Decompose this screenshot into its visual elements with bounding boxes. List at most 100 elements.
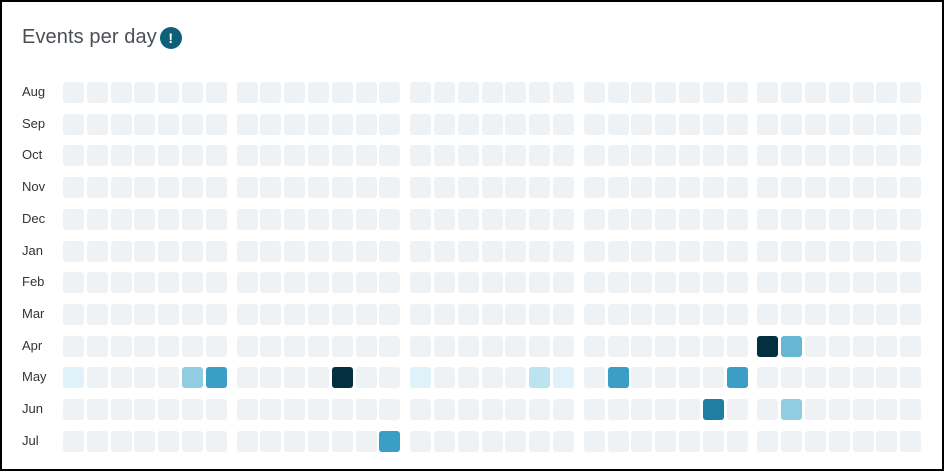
heatmap-cell-sep-3[interactable] (134, 114, 155, 135)
heatmap-cell-aug-23[interactable] (631, 82, 652, 103)
heatmap-cell-mar-1[interactable] (87, 304, 108, 325)
heatmap-cell-oct-17[interactable] (482, 145, 503, 166)
heatmap-cell-sep-19[interactable] (529, 114, 550, 135)
heatmap-cell-sep-34[interactable] (900, 114, 921, 135)
heatmap-cell-nov-27[interactable] (727, 177, 748, 198)
heatmap-cell-dec-25[interactable] (679, 209, 700, 230)
heatmap-cell-jul-16[interactable] (458, 431, 479, 452)
heatmap-cell-oct-12[interactable] (356, 145, 377, 166)
heatmap-cell-jun-0[interactable] (63, 399, 84, 420)
heatmap-cell-may-31[interactable] (829, 367, 850, 388)
heatmap-cell-dec-14[interactable] (410, 209, 431, 230)
heatmap-cell-oct-13[interactable] (379, 145, 400, 166)
heatmap-cell-may-20[interactable] (553, 367, 574, 388)
heatmap-cell-feb-12[interactable] (356, 272, 377, 293)
heatmap-cell-may-32[interactable] (853, 367, 874, 388)
heatmap-cell-oct-6[interactable] (206, 145, 227, 166)
heatmap-cell-nov-18[interactable] (505, 177, 526, 198)
heatmap-cell-jan-16[interactable] (458, 241, 479, 262)
heatmap-cell-may-3[interactable] (134, 367, 155, 388)
heatmap-cell-feb-5[interactable] (182, 272, 203, 293)
heatmap-cell-feb-14[interactable] (410, 272, 431, 293)
heatmap-cell-apr-10[interactable] (308, 336, 329, 357)
heatmap-cell-feb-17[interactable] (482, 272, 503, 293)
heatmap-cell-apr-29[interactable] (781, 336, 802, 357)
heatmap-cell-jul-2[interactable] (111, 431, 132, 452)
heatmap-cell-mar-24[interactable] (655, 304, 676, 325)
heatmap-cell-oct-4[interactable] (158, 145, 179, 166)
heatmap-cell-sep-1[interactable] (87, 114, 108, 135)
heatmap-cell-feb-8[interactable] (260, 272, 281, 293)
heatmap-cell-feb-28[interactable] (757, 272, 778, 293)
heatmap-cell-aug-15[interactable] (434, 82, 455, 103)
heatmap-cell-feb-34[interactable] (900, 272, 921, 293)
heatmap-cell-mar-31[interactable] (829, 304, 850, 325)
heatmap-cell-may-21[interactable] (584, 367, 605, 388)
heatmap-cell-dec-3[interactable] (134, 209, 155, 230)
heatmap-cell-jan-23[interactable] (631, 241, 652, 262)
heatmap-cell-sep-21[interactable] (584, 114, 605, 135)
heatmap-cell-sep-0[interactable] (63, 114, 84, 135)
heatmap-cell-jan-19[interactable] (529, 241, 550, 262)
heatmap-cell-apr-25[interactable] (679, 336, 700, 357)
heatmap-cell-jan-30[interactable] (805, 241, 826, 262)
heatmap-cell-mar-28[interactable] (757, 304, 778, 325)
heatmap-cell-dec-11[interactable] (332, 209, 353, 230)
heatmap-cell-jan-22[interactable] (608, 241, 629, 262)
heatmap-cell-mar-16[interactable] (458, 304, 479, 325)
heatmap-cell-oct-19[interactable] (529, 145, 550, 166)
heatmap-cell-mar-15[interactable] (434, 304, 455, 325)
heatmap-cell-jun-28[interactable] (757, 399, 778, 420)
heatmap-cell-nov-8[interactable] (260, 177, 281, 198)
heatmap-cell-dec-5[interactable] (182, 209, 203, 230)
heatmap-cell-apr-9[interactable] (284, 336, 305, 357)
heatmap-cell-nov-5[interactable] (182, 177, 203, 198)
heatmap-cell-feb-4[interactable] (158, 272, 179, 293)
heatmap-cell-oct-26[interactable] (703, 145, 724, 166)
heatmap-cell-jun-4[interactable] (158, 399, 179, 420)
heatmap-cell-nov-6[interactable] (206, 177, 227, 198)
heatmap-cell-jun-32[interactable] (853, 399, 874, 420)
heatmap-cell-feb-33[interactable] (876, 272, 897, 293)
heatmap-cell-jul-4[interactable] (158, 431, 179, 452)
heatmap-cell-jan-14[interactable] (410, 241, 431, 262)
heatmap-cell-aug-11[interactable] (332, 82, 353, 103)
heatmap-cell-jan-3[interactable] (134, 241, 155, 262)
heatmap-cell-may-33[interactable] (876, 367, 897, 388)
heatmap-cell-jun-30[interactable] (805, 399, 826, 420)
heatmap-cell-nov-20[interactable] (553, 177, 574, 198)
heatmap-cell-sep-2[interactable] (111, 114, 132, 135)
heatmap-cell-jan-21[interactable] (584, 241, 605, 262)
heatmap-cell-mar-33[interactable] (876, 304, 897, 325)
heatmap-cell-may-17[interactable] (482, 367, 503, 388)
heatmap-cell-dec-23[interactable] (631, 209, 652, 230)
heatmap-cell-mar-2[interactable] (111, 304, 132, 325)
heatmap-cell-feb-19[interactable] (529, 272, 550, 293)
heatmap-cell-apr-6[interactable] (206, 336, 227, 357)
heatmap-cell-nov-23[interactable] (631, 177, 652, 198)
heatmap-cell-apr-16[interactable] (458, 336, 479, 357)
heatmap-cell-apr-26[interactable] (703, 336, 724, 357)
heatmap-cell-feb-6[interactable] (206, 272, 227, 293)
heatmap-cell-sep-18[interactable] (505, 114, 526, 135)
heatmap-cell-aug-28[interactable] (757, 82, 778, 103)
heatmap-cell-mar-30[interactable] (805, 304, 826, 325)
heatmap-cell-jul-34[interactable] (900, 431, 921, 452)
heatmap-cell-apr-27[interactable] (727, 336, 748, 357)
heatmap-cell-jul-26[interactable] (703, 431, 724, 452)
heatmap-cell-dec-31[interactable] (829, 209, 850, 230)
heatmap-cell-mar-13[interactable] (379, 304, 400, 325)
heatmap-cell-sep-26[interactable] (703, 114, 724, 135)
heatmap-cell-dec-33[interactable] (876, 209, 897, 230)
heatmap-cell-sep-32[interactable] (853, 114, 874, 135)
heatmap-cell-mar-21[interactable] (584, 304, 605, 325)
heatmap-cell-may-11[interactable] (332, 367, 353, 388)
heatmap-cell-sep-7[interactable] (237, 114, 258, 135)
heatmap-cell-jan-24[interactable] (655, 241, 676, 262)
heatmap-cell-apr-5[interactable] (182, 336, 203, 357)
heatmap-cell-apr-3[interactable] (134, 336, 155, 357)
heatmap-cell-jun-34[interactable] (900, 399, 921, 420)
heatmap-cell-nov-25[interactable] (679, 177, 700, 198)
heatmap-cell-jul-19[interactable] (529, 431, 550, 452)
heatmap-cell-jan-10[interactable] (308, 241, 329, 262)
